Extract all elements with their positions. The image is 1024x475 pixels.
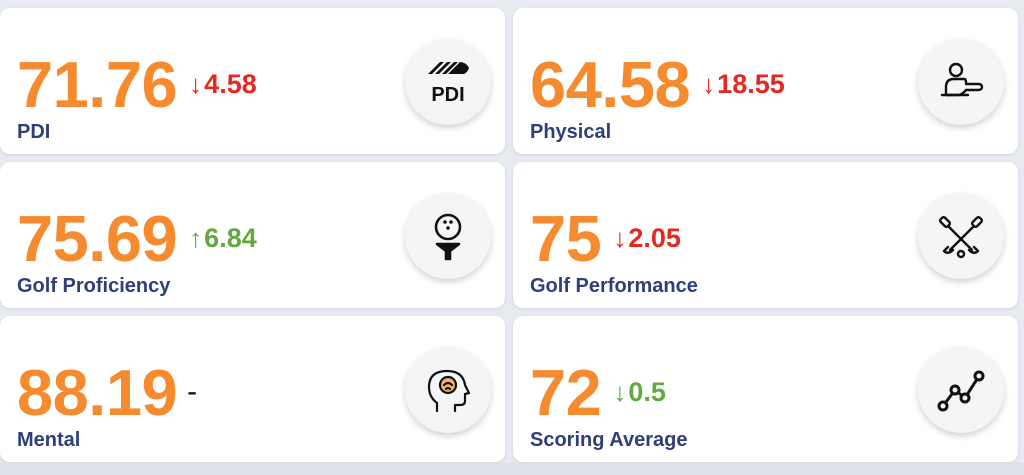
stat-card-golf-proficiency[interactable]: 75.69 ↑ 6.84 Golf Proficiency [0, 162, 505, 308]
stat-value-row: 75.69 ↑ 6.84 [17, 196, 257, 280]
stat-delta-value: 4.58 [204, 68, 257, 99]
stat-label: Mental [17, 429, 81, 451]
person-lifting-icon [918, 39, 1004, 125]
bottom-strip [0, 463, 1024, 475]
stat-delta-value: 18.55 [717, 68, 785, 99]
stat-delta: ↓ 18.55 [702, 68, 785, 99]
golf-ball-on-tee-icon [405, 193, 491, 279]
stat-delta: ↓ 2.05 [613, 222, 681, 253]
stat-label: Golf Proficiency [17, 275, 171, 297]
stat-delta-value: 6.84 [204, 222, 257, 253]
stat-value: 75 [530, 201, 602, 275]
stat-card-mental[interactable]: 88.19 - Mental [0, 316, 505, 462]
stat-value-row: 71.76 ↓ 4.58 [17, 42, 257, 126]
svg-text:PDI: PDI [431, 84, 464, 106]
head-brain-icon [405, 347, 491, 433]
stat-value-row: 72 ↓ 0.5 [530, 350, 666, 434]
arrow-down-icon: ↓ [189, 69, 203, 99]
stat-label: PDI [17, 121, 51, 143]
arrow-down-icon: ↓ [613, 223, 627, 253]
stat-value: 88.19 [17, 355, 178, 429]
stat-delta-value: 0.5 [628, 376, 666, 407]
stat-card-scoring-average[interactable]: 72 ↓ 0.5 Scoring Average [513, 316, 1018, 462]
stat-value: 64.58 [530, 47, 691, 121]
arrow-down-icon: ↓ [702, 69, 716, 99]
stat-card-physical[interactable]: 64.58 ↓ 18.55 Physical [513, 8, 1018, 154]
stat-delta-value: - [187, 375, 198, 408]
stat-delta: ↓ 0.5 [613, 376, 666, 407]
stat-delta: ↑ 6.84 [189, 222, 257, 253]
stat-delta: ↓ 4.58 [189, 68, 257, 99]
pdi-logo-icon: PDI [405, 39, 491, 125]
stat-value: 75.69 [17, 201, 178, 275]
stat-card-golf-performance[interactable]: 75 ↓ 2.05 Golf Performance [513, 162, 1018, 308]
arrow-down-icon: ↓ [613, 377, 627, 407]
stat-value-row: 64.58 ↓ 18.55 [530, 42, 785, 126]
stat-value: 71.76 [17, 47, 178, 121]
stat-value-row: 75 ↓ 2.05 [530, 196, 681, 280]
stat-label: Scoring Average [530, 429, 688, 451]
stat-card-pdi[interactable]: 71.76 ↓ 4.58 PDI PDI [0, 8, 505, 154]
crossed-golf-clubs-icon [918, 193, 1004, 279]
line-chart-icon [918, 347, 1004, 433]
stat-delta: - [187, 377, 197, 407]
stat-delta-value: 2.05 [628, 222, 681, 253]
stat-value-row: 88.19 - [17, 350, 197, 434]
stat-label: Golf Performance [530, 275, 698, 297]
arrow-up-icon: ↑ [189, 223, 203, 253]
stat-label: Physical [530, 121, 612, 143]
stat-value: 72 [530, 355, 602, 429]
